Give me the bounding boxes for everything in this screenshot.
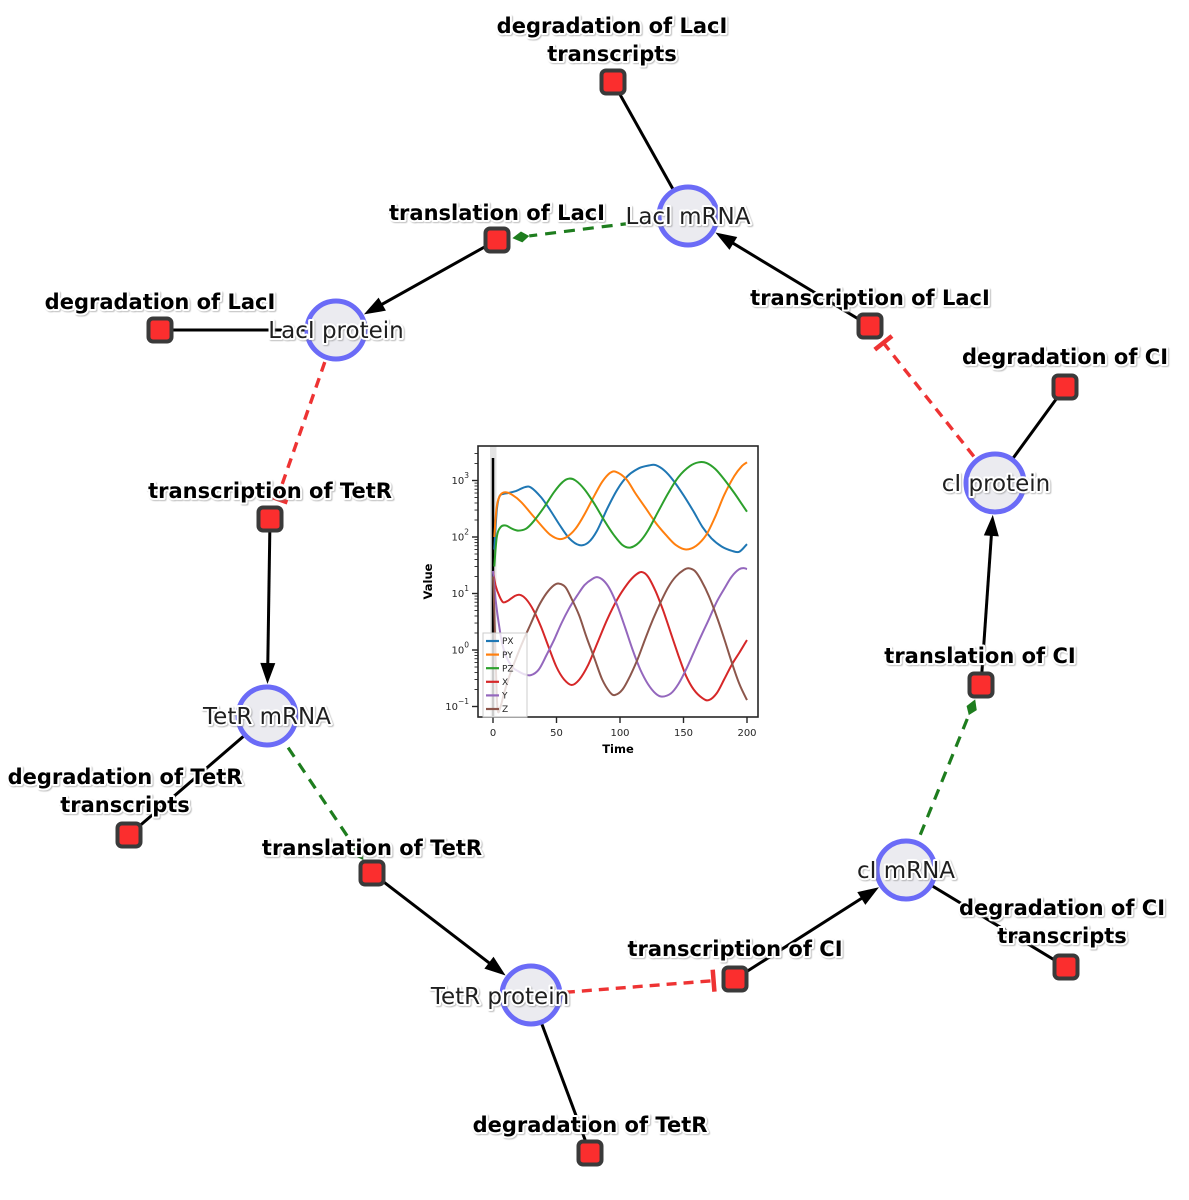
edge-produce-translation-of-tetr-to-tetr-protein-arrowhead bbox=[484, 956, 506, 976]
edge-modifier-laci-mrna-to-translation-of-laci-arrowhead bbox=[512, 231, 530, 243]
reaction-label-translation-of-laci: translation of LacI bbox=[389, 201, 605, 225]
edge-produce-translation-of-ci-to-ci-protein bbox=[979, 531, 994, 686]
reaction-label-transcription-of-tetr: transcription of TetR bbox=[148, 479, 392, 503]
y-tick-label: 10−1 bbox=[445, 697, 469, 713]
species-label-tetr-protein: TetR protein bbox=[430, 984, 569, 1010]
legend-label-Z: Z bbox=[502, 705, 508, 715]
reaction-label-degradation-of-ci-transcripts: degradation of CI transcripts bbox=[959, 896, 1165, 948]
reaction-label-degradation-of-tetr: degradation of TetR bbox=[473, 1113, 708, 1137]
species-label-laci-protein: LacI protein bbox=[268, 318, 403, 344]
chart-series-X bbox=[492, 570, 748, 702]
reaction-node-translation-of-tetr[interactable] bbox=[358, 859, 386, 887]
x-tick-label: 150 bbox=[674, 728, 693, 739]
x-tick-label: 0 bbox=[490, 728, 496, 739]
chart-legend: PX PY PZ XYZ bbox=[482, 632, 528, 718]
edge-produce-translation-of-tetr-to-tetr-protein bbox=[371, 871, 494, 967]
inset-chart: 0 50 100 150 20010−1100101102103TimeValuePXP… bbox=[421, 445, 759, 756]
chart-series-PY bbox=[493, 461, 748, 551]
nodes-layer bbox=[115, 68, 1080, 1167]
reaction-node-degradation-of-tetr[interactable] bbox=[576, 1139, 604, 1167]
edge-produce-transcription-of-ci-to-ci-mrna bbox=[734, 895, 866, 981]
reaction-label-transcription-of-laci: transcription of LacI bbox=[750, 286, 990, 310]
reaction-label-degradation-of-laci: degradation of LacI bbox=[45, 290, 276, 314]
species-label-laci-mrna: LacI mRNA bbox=[626, 204, 751, 230]
species-node-laci-protein[interactable] bbox=[304, 298, 368, 362]
edge-inhibit-ci-protein-to-transcription-of-laci bbox=[882, 341, 997, 485]
edge-produce-transcription-of-laci-to-laci-mrna-arrowhead bbox=[715, 232, 738, 250]
reaction-node-degradation-of-ci-transcripts[interactable] bbox=[1052, 953, 1080, 981]
reaction-node-transcription-of-ci[interactable] bbox=[721, 965, 749, 993]
x-tick-label: 100 bbox=[610, 728, 629, 739]
species-node-tetr-mrna[interactable] bbox=[235, 684, 299, 748]
species-node-ci-mrna[interactable] bbox=[874, 838, 938, 902]
edge-modifier-tetr-mrna-to-translation-of-tetr-arrowhead bbox=[353, 845, 364, 861]
reaction-label-translation-of-tetr: translation of TetR bbox=[262, 836, 482, 860]
reaction-node-translation-of-laci[interactable] bbox=[483, 226, 511, 254]
x-tick-label: 50 bbox=[550, 728, 563, 739]
legend-label-PZ: PZ bbox=[502, 664, 514, 674]
reaction-label-degradation-of-laci-transcripts: degradation of LacI transcripts bbox=[497, 14, 728, 66]
reaction-label-degradation-of-tetr-transcripts: degradation of TetR transcripts bbox=[8, 765, 243, 817]
edge-inhibit-laci-protein-to-transcription-of-tetr-tee-bar bbox=[265, 492, 289, 505]
edge-inhibit-laci-protein-to-transcription-of-tetr bbox=[275, 329, 338, 500]
y-tick-label: 103 bbox=[451, 471, 469, 487]
legend-label-PX: PX bbox=[502, 637, 514, 647]
reaction-node-transcription-of-tetr[interactable] bbox=[256, 505, 284, 533]
species-node-laci-mrna[interactable] bbox=[656, 184, 720, 248]
edge-modifier-ci-mrna-to-translation-of-ci-arrowhead bbox=[966, 699, 977, 716]
reaction-label-degradation-of-ci: degradation of CI bbox=[962, 345, 1168, 369]
edge-produce-transcription-of-laci-to-laci-mrna bbox=[729, 240, 871, 328]
chart-spines bbox=[477, 445, 759, 718]
species-label-ci-mrna: cI mRNA bbox=[857, 858, 955, 884]
labels-layer: LacI mRNA LacI protein TetR mRNA TetR prote… bbox=[6, 12, 1170, 1139]
species-node-tetr-protein[interactable] bbox=[499, 963, 563, 1027]
y-tick-label: 100 bbox=[451, 641, 469, 657]
x-axis-title: Time bbox=[602, 742, 634, 756]
reaction-label-transcription-of-ci: transcription of CI bbox=[627, 937, 842, 961]
legend-label-PY: PY bbox=[502, 651, 513, 661]
species-label-ci-protein: cI protein bbox=[942, 471, 1051, 497]
chart-series-PX bbox=[493, 463, 748, 554]
reaction-label-translation-of-ci: translation of CI bbox=[884, 644, 1075, 668]
species-node-ci-protein[interactable] bbox=[963, 451, 1027, 515]
chart-series-PZ bbox=[493, 460, 748, 567]
edge-inhibit-tetr-protein-to-transcription-of-ci bbox=[530, 978, 714, 997]
edge-inhibit-tetr-protein-to-transcription-of-ci-tee-bar bbox=[710, 969, 717, 992]
legend-box bbox=[482, 632, 528, 718]
species-label-tetr-mrna: TetR mRNA bbox=[202, 704, 331, 730]
y-tick-label: 101 bbox=[451, 584, 469, 600]
reaction-node-translation-of-ci[interactable] bbox=[967, 671, 995, 699]
reaction-node-transcription-of-laci[interactable] bbox=[856, 312, 884, 340]
edge-produce-transcription-of-tetr-to-tetr-mrna-arrowhead bbox=[260, 662, 276, 685]
reaction-node-degradation-of-ci[interactable] bbox=[1051, 373, 1079, 401]
x-tick-label: 200 bbox=[737, 728, 756, 739]
edge-produce-transcription-of-ci-to-ci-mrna-arrowhead bbox=[857, 887, 880, 905]
edge-produce-translation-of-laci-to-laci-protein bbox=[378, 238, 498, 308]
edge-inhibit-ci-protein-to-transcription-of-laci-tee-bar bbox=[873, 334, 894, 352]
edge-produce-translation-of-ci-to-ci-protein-arrowhead bbox=[983, 514, 999, 537]
y-axis-title: Value bbox=[421, 563, 435, 599]
edge-produce-translation-of-laci-to-laci-protein-arrowhead bbox=[363, 297, 386, 315]
legend-label-Y: Y bbox=[501, 692, 508, 702]
reaction-node-degradation-of-laci[interactable] bbox=[146, 316, 174, 344]
legend-label-X: X bbox=[502, 678, 508, 688]
edge-produce-transcription-of-tetr-to-tetr-mrna bbox=[266, 518, 272, 668]
reaction-node-degradation-of-tetr-transcripts[interactable] bbox=[115, 821, 143, 849]
reaction-node-degradation-of-laci-transcripts[interactable] bbox=[599, 68, 627, 96]
y-tick-label: 102 bbox=[451, 528, 469, 544]
